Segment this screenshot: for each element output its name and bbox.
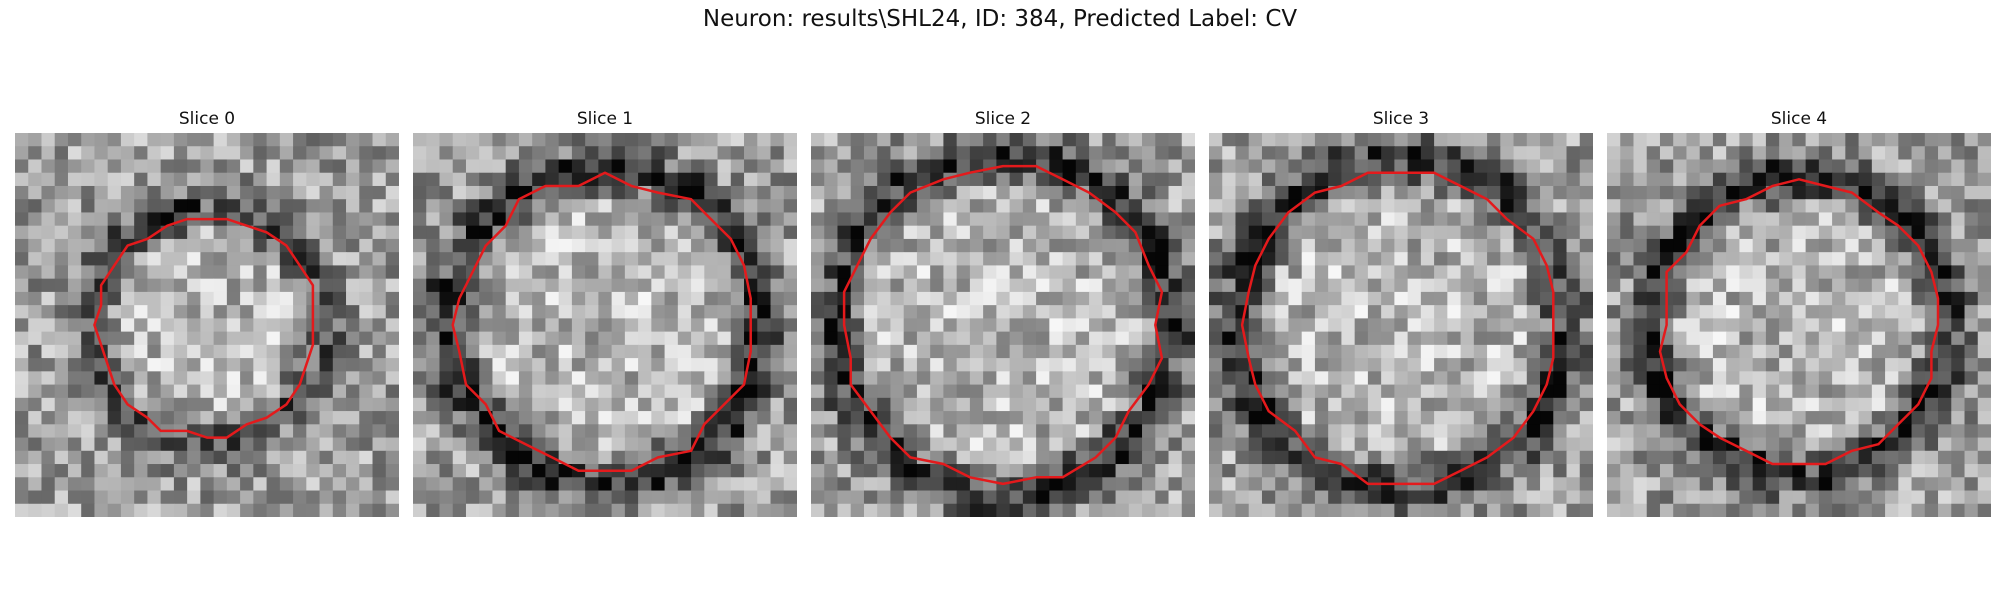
slice-panel-4: Slice 4 [1607,0,1991,520]
slice-4-image [1607,133,1991,517]
slice-image [1209,133,1593,517]
contour-outline [842,164,1164,486]
pixel-grid [413,133,797,517]
pixel-grid [1607,133,1991,517]
slice-title: Slice 3 [1372,109,1430,129]
slice-panel-0: Slice 0 [15,0,399,520]
contour-outline [451,171,752,472]
slice-title: Slice 1 [576,109,634,129]
slice-image [1607,133,1991,517]
slice-title: Slice 4 [1770,109,1828,129]
slice-1-image [413,133,797,517]
slice-panel-2: Slice 2 [811,0,1195,520]
slice-image [413,133,797,517]
slice-title: Slice 0 [178,109,236,129]
contour-outline [1658,178,1940,466]
slice-image [15,133,399,517]
contour-outline [93,217,315,439]
figure-title: Neuron: results\SHL24, ID: 384, Predicte… [702,6,1298,32]
slice-2-image [811,133,1195,517]
slice-0-image [15,133,399,517]
slice-title: Slice 2 [974,109,1032,129]
slice-image [811,133,1195,517]
pixel-grid [15,133,399,517]
slice-panel-1: Slice 1 [413,0,797,520]
pixel-grid [1209,133,1593,517]
contour-outline [1240,171,1555,486]
slice-panel-3: Slice 3 [1209,0,1593,520]
pixel-grid [811,133,1195,517]
slice-3-image [1209,133,1593,517]
